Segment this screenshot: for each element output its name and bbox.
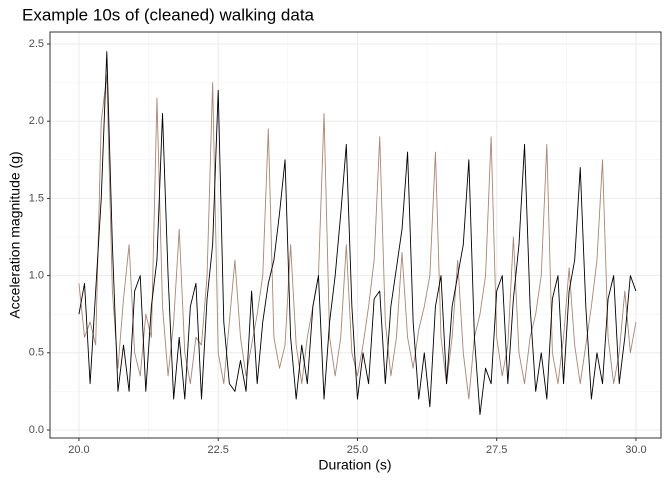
y-tick-label: 2.0 [29,115,44,127]
y-axis-label: Acceleration magnitude (g) [7,151,23,318]
y-tick-label: 1.5 [29,192,44,204]
plot-border [49,31,662,439]
x-axis-label: Duration (s) [318,457,391,473]
y-tick-label: 0.5 [29,347,44,359]
x-tick-label: 22.5 [207,444,228,456]
x-tick-label: 30.0 [625,444,646,456]
data-line [78,51,637,415]
y-tick-label: 1.0 [29,270,44,282]
x-tick-label: 25.0 [347,444,368,456]
y-tick-label: 2.5 [29,38,44,50]
data-line [78,74,637,400]
x-tick-label: 20.0 [68,444,89,456]
chart-title: Example 10s of (cleaned) walking data [22,5,315,24]
x-tick-label: 27.5 [486,444,507,456]
y-tick-label: 0.0 [29,424,44,436]
